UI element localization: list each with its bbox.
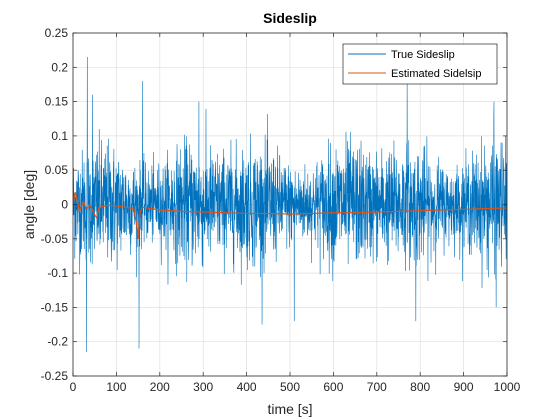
x-tick-label: 400 xyxy=(237,380,257,394)
x-axis-label: time [s] xyxy=(267,401,312,417)
y-tick-label: -0.25 xyxy=(41,369,69,383)
y-tick-label: -0.15 xyxy=(41,300,69,314)
x-tick-label: 0 xyxy=(70,380,77,394)
series-true-sideslip xyxy=(73,57,507,352)
x-tick-label: 100 xyxy=(106,380,126,394)
legend-label-estimated-sidelsip: Estimated Sidelsip xyxy=(391,68,482,80)
legend-box xyxy=(342,43,498,85)
x-tick-label: 600 xyxy=(323,380,343,394)
y-tick-label: 0.1 xyxy=(51,129,68,143)
x-tick-label: 800 xyxy=(410,380,430,394)
x-tick-label: 200 xyxy=(150,380,170,394)
legend-label-true-sideslip: True Sideslip xyxy=(391,49,455,61)
y-tick-label: -0.2 xyxy=(47,335,68,349)
ticks: 0 100 200 300 400 500 600 700 800 900 1000 -0.25 -0.… xyxy=(41,26,521,394)
y-tick-label: 0.05 xyxy=(45,163,69,177)
y-tick-label: 0.15 xyxy=(45,95,69,109)
x-tick-label: 1000 xyxy=(494,380,521,394)
series-line-estimated-sidelsip xyxy=(73,192,507,239)
x-tick-label: 300 xyxy=(193,380,213,394)
y-tick-label: -0.05 xyxy=(41,232,69,246)
y-tick-label: -0.1 xyxy=(47,266,68,280)
y-axis-label: angle [deg] xyxy=(21,170,37,239)
y-tick-label: 0 xyxy=(61,198,68,212)
series-line-true-sideslip xyxy=(73,57,507,352)
x-tick-label: 700 xyxy=(367,380,387,394)
legend: True Sideslip Estimated Sidelsip xyxy=(342,43,498,85)
series-estimated-sidelsip xyxy=(73,192,507,239)
chart-title: Sideslip xyxy=(263,10,317,26)
plot-area: 0 100 200 300 400 500 600 700 800 900 1000 -0.25 -0.… xyxy=(41,26,521,394)
x-tick-label: 900 xyxy=(454,380,474,394)
x-tick-label: 500 xyxy=(280,380,300,394)
y-tick-label: 0.25 xyxy=(45,26,69,40)
y-tick-label: 0.2 xyxy=(51,60,68,74)
